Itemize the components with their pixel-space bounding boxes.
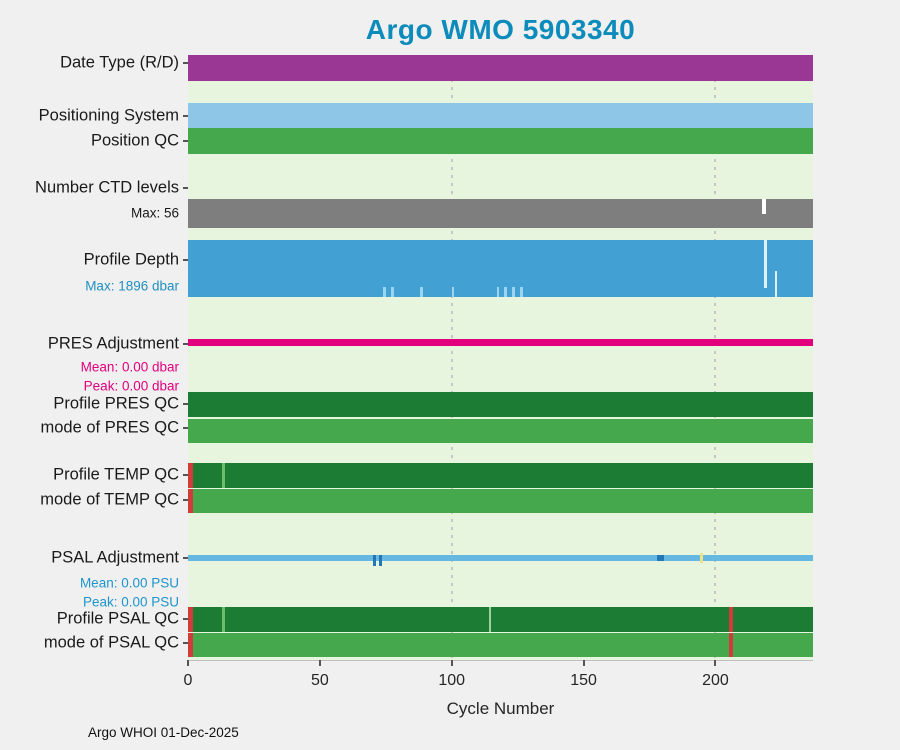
row-label: Positioning System [38,106,179,125]
row-label: Profile Depth [83,250,179,269]
row-label: Position QC [90,131,179,150]
y-axis-labels: Date Type (R/D) Positioning System Positio… [0,0,188,750]
row-label: PSAL Adjustment [51,548,179,567]
x-tick-label: 200 [702,672,729,689]
mark-profile-psal-qc [188,607,193,632]
row-annotation: Peak: 0.00 dbar [83,378,179,394]
y-tick [183,618,188,620]
footer-note: Argo WHOI 01-Dec-2025 [88,725,239,740]
mark-profile-depth [391,286,394,297]
mark-mode-psal-qc [188,633,193,657]
gridline [450,55,453,660]
bar-pres-adjustment [188,339,813,346]
y-tick [183,474,188,476]
mark-psal-adjustment [699,553,704,563]
bar-profile-depth [188,240,813,297]
row-annotation: Mean: 0.00 dbar [80,359,179,375]
row-label: mode of PRES QC [40,418,179,437]
x-tick [714,660,717,666]
x-tick-label: 150 [570,672,597,689]
bar-mode-temp-qc [188,489,813,513]
y-tick [183,403,188,405]
bar-profile-temp-qc [188,463,813,488]
y-tick [183,642,188,644]
mark-profile-depth [512,286,515,297]
bar-number-ctd-levels [188,199,813,228]
row-label: mode of PSAL QC [43,633,179,652]
mark-profile-depth [504,286,508,297]
bar-positioning-system [188,103,813,128]
mark-profile-depth [774,271,777,297]
y-tick [183,427,188,429]
bar-position-qc [188,128,813,154]
x-tick [450,660,453,666]
mark-psal-adjustment [372,555,376,566]
row-annotation: Max: 56 [130,205,179,221]
bar-date-type [188,55,813,81]
y-tick [183,343,188,345]
mark-mode-psal-qc [728,633,733,657]
mark-number-ctd-levels [761,199,766,214]
mark-profile-depth [420,286,423,297]
mark-profile-temp-qc [188,463,193,488]
mark-profile-psal-qc [222,607,225,632]
x-tick-label: 100 [438,672,466,689]
y-tick [183,62,188,64]
x-tick [187,660,189,666]
bar-profile-pres-qc [188,392,813,417]
x-tick [318,660,321,666]
mark-profile-psal-qc [488,607,491,632]
y-tick [183,259,188,261]
row-annotation: Peak: 0.00 PSU [82,594,179,610]
y-tick [183,557,188,559]
x-tick-label: 50 [310,672,329,689]
row-label: Profile PSAL QC [56,609,179,628]
mark-profile-depth [383,286,386,297]
mark-profile-depth [451,286,455,297]
mark-profile-depth [496,286,500,297]
mark-profile-psal-qc [728,607,733,632]
row-annotation: Max: 1896 dbar [85,278,179,294]
y-tick [183,187,188,189]
row-label: PRES Adjustment [47,334,179,353]
bar-psal-adjustment [188,553,813,566]
x-tick-label: 0 [183,672,193,689]
plot-area [188,55,813,661]
row-label: Number CTD levels [35,178,179,197]
row-label: Profile TEMP QC [53,465,179,484]
y-tick [183,140,188,142]
mark-profile-depth [764,240,768,289]
mark-psal-adjustment [657,555,664,561]
x-axis-title: Cycle Number [446,699,555,718]
bar-profile-psal-qc [188,607,813,632]
x-tick [582,660,585,666]
bar-mode-psal-qc [188,633,813,657]
y-tick [183,499,188,501]
mark-profile-temp-qc [222,463,225,488]
row-label: Date Type (R/D) [60,53,179,72]
gridline [714,55,717,660]
row-label: mode of TEMP QC [40,490,179,509]
row-annotation: Mean: 0.00 PSU [79,575,179,591]
mark-profile-depth [520,286,523,297]
y-tick [183,115,188,117]
row-label: Profile PRES QC [53,394,179,413]
mark-mode-temp-qc [188,489,193,513]
figure-title: Argo WMO 5903340 [365,14,636,45]
bar-mode-pres-qc [188,419,813,443]
mark-psal-adjustment [379,555,383,566]
